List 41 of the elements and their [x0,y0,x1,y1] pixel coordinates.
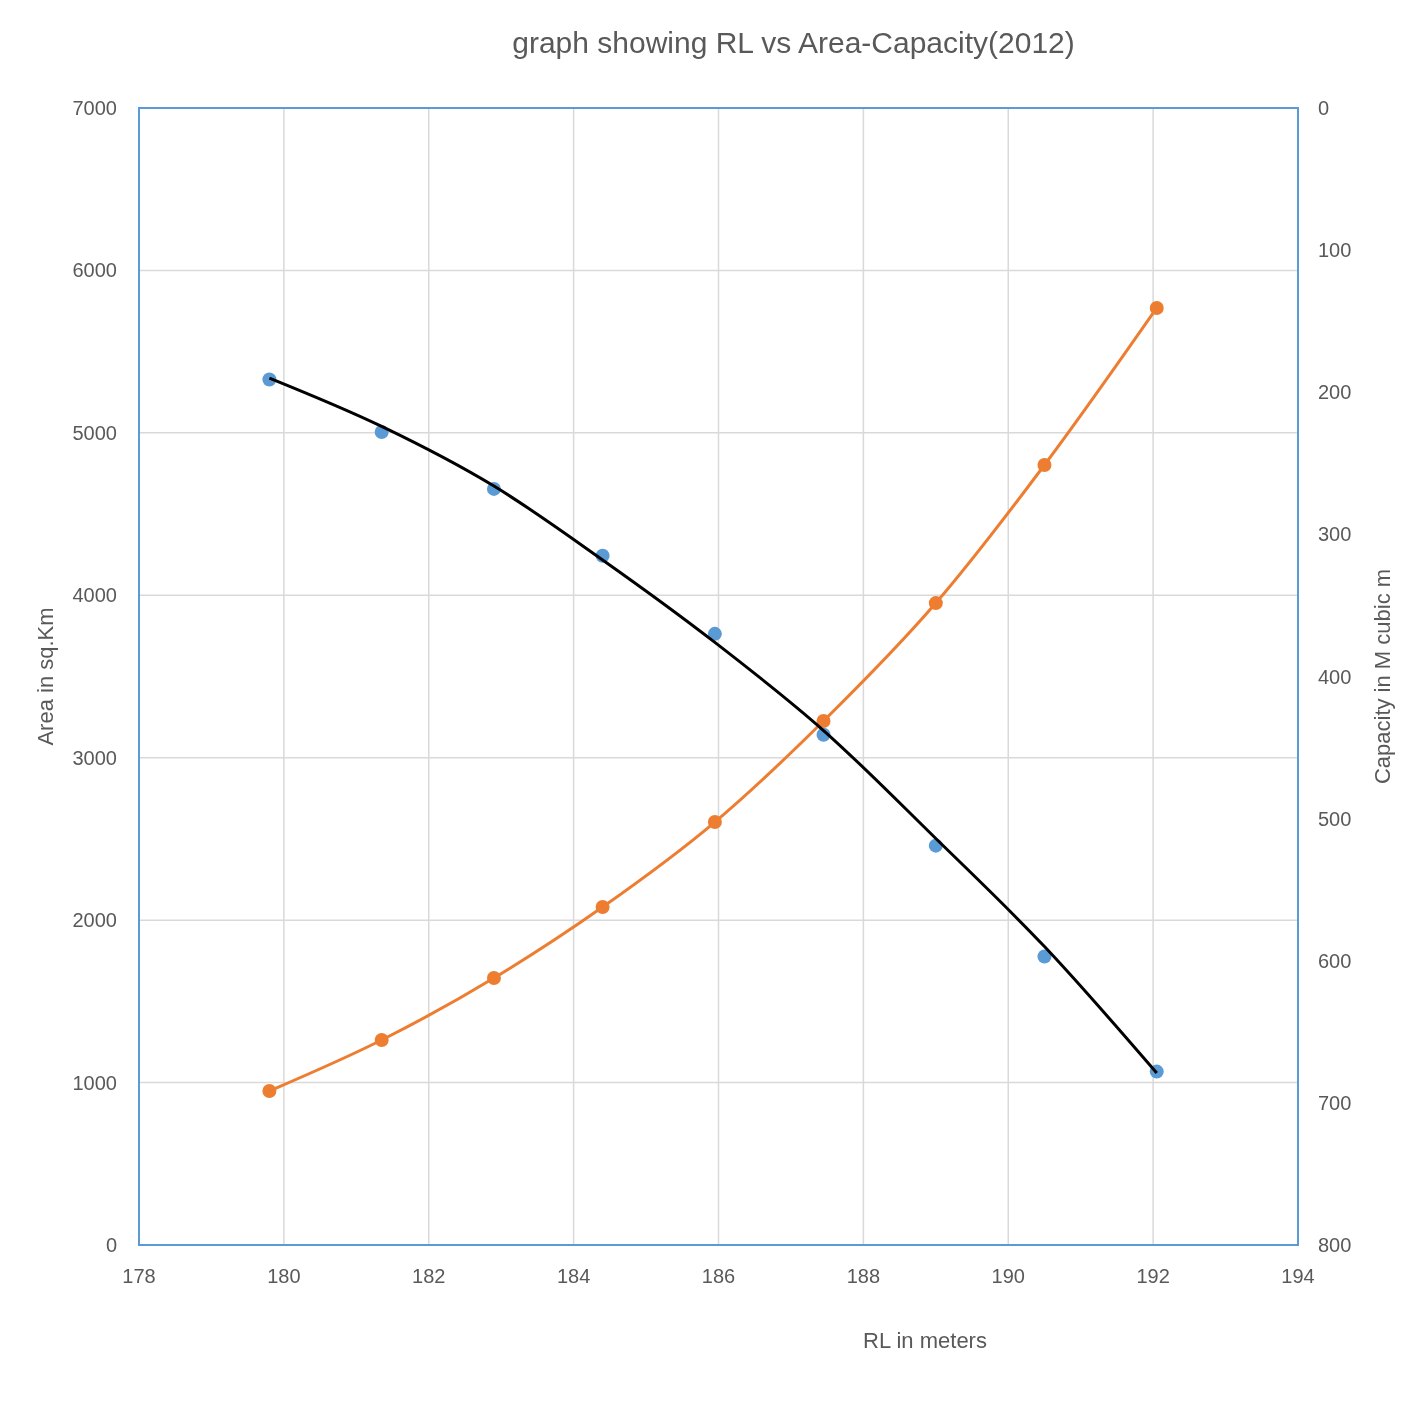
point [262,1084,277,1099]
y-axis-title: Area in sq.Km [33,607,58,746]
x-tick-label: 182 [412,1265,446,1287]
y2-tick-label: 200 [1318,381,1352,404]
y-tick-label: 0 [105,1234,117,1256]
x-axis-title: RL in meters [863,1328,987,1353]
point [1149,300,1164,315]
y2-tick-label: 700 [1318,1091,1352,1114]
y-tick-label: 2000 [72,909,117,932]
x-tick-label: 178 [122,1265,156,1287]
y2-tick-label: 100 [1318,239,1352,262]
y2-tick-label: 0 [1318,97,1330,119]
x-tick-label: 186 [701,1265,736,1287]
chart-title: graph showing RL vs Area-Capacity(2012) [512,26,1075,59]
y2-tick-label: 600 [1318,949,1352,972]
x-tick-label: 192 [1136,1265,1170,1287]
y2-axis-title: Capacity in M cubic m [1370,568,1395,785]
point [816,714,831,729]
point [486,970,501,985]
x-tick-label: 184 [556,1265,591,1287]
point [707,626,722,641]
y2-tick-label: 300 [1318,523,1352,546]
x-tick-label: 180 [267,1265,301,1287]
y-tick-label: 1000 [72,1071,117,1094]
point [707,815,722,830]
y2-tick-label: 800 [1318,1234,1352,1256]
y2-tick-label: 400 [1318,665,1352,688]
y-tick-label: 3000 [72,746,117,769]
x-tick-label: 188 [846,1265,881,1287]
y-tick-label: 6000 [72,259,117,282]
y2-tick-label: 500 [1318,807,1352,830]
point [595,899,610,914]
point [1037,949,1052,964]
x-tick-label: 190 [991,1265,1025,1287]
y-tick-label: 7000 [72,97,117,119]
y-tick-label: 4000 [72,584,117,607]
point [928,596,943,611]
point [1037,458,1052,473]
y-tick-label: 5000 [72,421,117,444]
point [374,1033,389,1048]
x-tick-label: 194 [1281,1265,1315,1287]
